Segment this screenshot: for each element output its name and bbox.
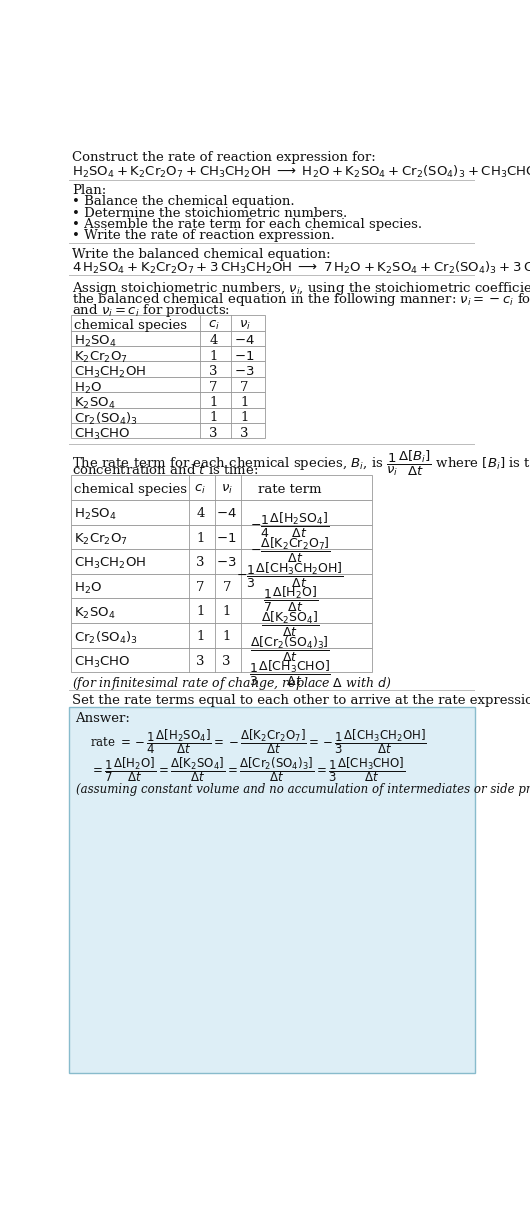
Text: $-4$: $-4$ [216, 507, 237, 519]
Text: 1: 1 [240, 396, 249, 410]
Text: $\mathrm{Cr_2(SO_4)_3}$: $\mathrm{Cr_2(SO_4)_3}$ [74, 412, 138, 428]
Bar [71, 393, 264, 407]
Text: $\dfrac{\Delta[\mathrm{Cr_2(SO_4)_3}]}{\Delta t}$: $\dfrac{\Delta[\mathrm{Cr_2(SO_4)_3}]}{\… [250, 634, 330, 663]
Text: $-3$: $-3$ [234, 365, 255, 378]
Text: and $\nu_i = c_i$ for products:: and $\nu_i = c_i$ for products: [73, 302, 231, 319]
Text: $\mathrm{K_2SO_4}$: $\mathrm{K_2SO_4}$ [74, 605, 116, 621]
Text: concentration and $t$ is time:: concentration and $t$ is time: [73, 463, 259, 477]
Text: • Write the rate of reaction expression.: • Write the rate of reaction expression. [73, 228, 335, 242]
Text: 1: 1 [209, 396, 218, 410]
Text: rate $= -\dfrac{1}{4}\dfrac{\Delta[\mathrm{H_2SO_4}]}{\Delta t}= -\dfrac{\Delta[: rate $= -\dfrac{1}{4}\dfrac{\Delta[\math… [90, 727, 426, 756]
Bar [71, 598, 372, 623]
Text: 1: 1 [240, 412, 249, 424]
Text: $\mathrm{CH_3CHO}$: $\mathrm{CH_3CHO}$ [74, 426, 130, 442]
Bar [71, 423, 264, 439]
Text: $\mathrm{4\,H_2SO_4 + K_2Cr_2O_7 + 3\,CH_3CH_2OH \;\longrightarrow\; 7\,H_2O + K: $\mathrm{4\,H_2SO_4 + K_2Cr_2O_7 + 3\,CH… [73, 260, 530, 275]
Bar [71, 407, 264, 423]
Text: 1: 1 [209, 350, 218, 362]
Text: $-3$: $-3$ [216, 556, 237, 569]
Text: $= \dfrac{1}{7}\dfrac{\Delta[\mathrm{H_2O}]}{\Delta t}= \dfrac{\Delta[\mathrm{K_: $= \dfrac{1}{7}\dfrac{\Delta[\mathrm{H_2… [90, 755, 405, 784]
Text: $\mathrm{CH_3CH_2OH}$: $\mathrm{CH_3CH_2OH}$ [74, 556, 146, 571]
Text: $\mathrm{H_2SO_4 + K_2Cr_2O_7 + CH_3CH_2OH \;\longrightarrow\; H_2O + K_2SO_4 + : $\mathrm{H_2SO_4 + K_2Cr_2O_7 + CH_3CH_2… [73, 164, 530, 180]
Text: rate term: rate term [259, 483, 322, 496]
Text: $\mathrm{K_2Cr_2O_7}$: $\mathrm{K_2Cr_2O_7}$ [74, 350, 128, 365]
Text: Answer:: Answer: [76, 712, 130, 725]
Text: 3: 3 [209, 426, 218, 440]
Text: $\mathrm{H_2SO_4}$: $\mathrm{H_2SO_4}$ [74, 507, 117, 522]
Text: 7: 7 [209, 381, 218, 394]
Text: chemical species: chemical species [74, 319, 187, 332]
Text: $-\dfrac{1}{4}\dfrac{\Delta[\mathrm{H_2SO_4}]}{\Delta t}$: $-\dfrac{1}{4}\dfrac{\Delta[\mathrm{H_2S… [251, 511, 330, 540]
Bar [71, 377, 264, 393]
Text: • Determine the stoichiometric numbers.: • Determine the stoichiometric numbers. [73, 207, 348, 220]
Text: 3: 3 [196, 556, 205, 569]
Text: • Assemble the rate term for each chemical species.: • Assemble the rate term for each chemic… [73, 217, 422, 231]
Text: $\nu_i$: $\nu_i$ [238, 319, 251, 332]
Bar [71, 475, 372, 500]
Text: $\mathrm{CH_3CHO}$: $\mathrm{CH_3CHO}$ [74, 655, 130, 669]
Text: 7: 7 [240, 381, 249, 394]
Text: $-1$: $-1$ [216, 532, 237, 545]
Text: $-1$: $-1$ [234, 350, 255, 362]
Text: $\dfrac{\Delta[\mathrm{K_2SO_4}]}{\Delta t}$: $\dfrac{\Delta[\mathrm{K_2SO_4}]}{\Delta… [261, 610, 320, 639]
Text: 1: 1 [223, 605, 231, 618]
Bar [71, 331, 264, 345]
Text: $-\dfrac{\Delta[\mathrm{K_2Cr_2O_7}]}{\Delta t}$: $-\dfrac{\Delta[\mathrm{K_2Cr_2O_7}]}{\D… [250, 536, 331, 565]
Text: 3: 3 [223, 655, 231, 668]
Text: $-4$: $-4$ [234, 335, 255, 348]
Text: $\mathrm{K_2Cr_2O_7}$: $\mathrm{K_2Cr_2O_7}$ [74, 532, 128, 546]
Text: 1: 1 [196, 605, 205, 618]
Bar [71, 574, 372, 598]
Text: $\mathrm{H_2SO_4}$: $\mathrm{H_2SO_4}$ [74, 335, 117, 349]
Text: 7: 7 [223, 581, 231, 594]
Text: $\mathrm{H_2O}$: $\mathrm{H_2O}$ [74, 581, 102, 596]
Text: $\dfrac{1}{7}\dfrac{\Delta[\mathrm{H_2O}]}{\Delta t}$: $\dfrac{1}{7}\dfrac{\Delta[\mathrm{H_2O}… [263, 586, 318, 615]
Text: 7: 7 [196, 581, 205, 594]
Text: $c_i$: $c_i$ [195, 483, 206, 496]
Text: $\nu_i$: $\nu_i$ [220, 483, 233, 496]
Text: Assign stoichiometric numbers, $\nu_i$, using the stoichiometric coefficients, $: Assign stoichiometric numbers, $\nu_i$, … [73, 280, 530, 297]
Text: 1: 1 [196, 532, 205, 545]
Bar [71, 524, 372, 550]
Text: 1: 1 [196, 631, 205, 643]
Bar [71, 361, 264, 377]
Bar [71, 647, 372, 673]
Bar [71, 550, 372, 574]
Text: Plan:: Plan: [73, 185, 107, 197]
Text: $-\dfrac{1}{3}\dfrac{\Delta[\mathrm{CH_3CH_2OH}]}{\Delta t}$: $-\dfrac{1}{3}\dfrac{\Delta[\mathrm{CH_3… [236, 561, 344, 590]
Text: • Balance the chemical equation.: • Balance the chemical equation. [73, 196, 295, 209]
Text: Construct the rate of reaction expression for:: Construct the rate of reaction expressio… [73, 151, 376, 164]
Text: $\mathrm{CH_3CH_2OH}$: $\mathrm{CH_3CH_2OH}$ [74, 365, 146, 381]
Text: 1: 1 [223, 631, 231, 643]
Text: $\mathrm{K_2SO_4}$: $\mathrm{K_2SO_4}$ [74, 396, 116, 411]
Text: the balanced chemical equation in the following manner: $\nu_i = -c_i$ for react: the balanced chemical equation in the fo… [73, 291, 530, 308]
Text: (for infinitesimal rate of change, replace $\Delta$ with $d$): (for infinitesimal rate of change, repla… [73, 675, 392, 692]
Bar [71, 345, 264, 361]
Bar [71, 500, 372, 524]
Bar [71, 623, 372, 647]
Text: Set the rate terms equal to each other to arrive at the rate expression:: Set the rate terms equal to each other t… [73, 695, 530, 708]
Bar [71, 315, 264, 331]
Text: 4: 4 [196, 507, 205, 519]
Text: chemical species: chemical species [74, 483, 187, 496]
Text: The rate term for each chemical species, $B_i$, is $\dfrac{1}{\nu_i}\dfrac{\Delt: The rate term for each chemical species,… [73, 449, 530, 478]
Text: 3: 3 [196, 655, 205, 668]
Text: $\mathrm{H_2O}$: $\mathrm{H_2O}$ [74, 381, 102, 396]
Text: $c_i$: $c_i$ [208, 319, 219, 332]
Text: 4: 4 [209, 335, 218, 348]
Text: $\dfrac{1}{3}\dfrac{\Delta[\mathrm{CH_3CHO}]}{\Delta t}$: $\dfrac{1}{3}\dfrac{\Delta[\mathrm{CH_3C… [249, 660, 331, 689]
Text: 3: 3 [240, 426, 249, 440]
Text: 1: 1 [209, 412, 218, 424]
Text: Write the balanced chemical equation:: Write the balanced chemical equation: [73, 248, 331, 261]
Text: $\mathrm{Cr_2(SO_4)_3}$: $\mathrm{Cr_2(SO_4)_3}$ [74, 631, 138, 646]
Text: (assuming constant volume and no accumulation of intermediates or side products): (assuming constant volume and no accumul… [76, 783, 530, 796]
FancyBboxPatch shape [68, 707, 475, 1073]
Text: 3: 3 [209, 365, 218, 378]
